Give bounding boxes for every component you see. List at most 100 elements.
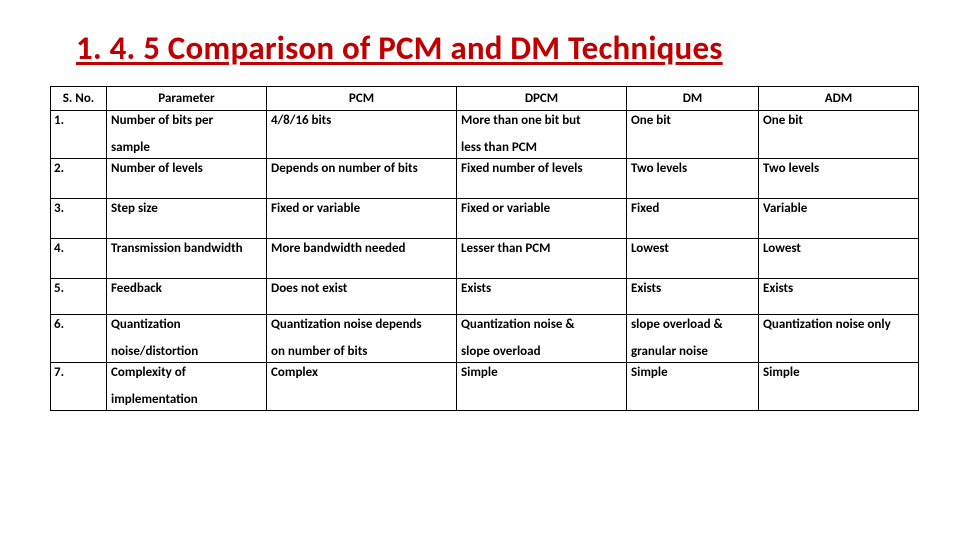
cell-parameter-text: Quantization — [111, 317, 181, 332]
cell-sno: 2. — [51, 159, 107, 199]
cell-dpcm: Simple — [457, 363, 627, 411]
cell-sno-text: 6. — [54, 317, 64, 332]
cell-dm: Exists — [627, 279, 759, 315]
cell-dm-text: Lowest — [631, 241, 669, 256]
cell-pcm: Does not exist — [267, 279, 457, 315]
cell-adm: One bit — [759, 111, 919, 159]
cell-parameter: Feedback — [107, 279, 267, 315]
cell-parameter-text: Number of levels — [111, 161, 203, 176]
cell-dpcm-text: Lesser than PCM — [461, 241, 551, 256]
cell-dm: One bit — [627, 111, 759, 159]
col-parameter: Parameter — [107, 87, 267, 111]
slide: 1. 4. 5 Comparison of PCM and DM Techniq… — [0, 0, 960, 540]
table-header-row: S. No. Parameter PCM DPCM DM ADM — [51, 87, 919, 111]
cell-dm-text: slope overload & — [631, 317, 723, 332]
cell-sno: 4. — [51, 239, 107, 279]
col-pcm: PCM — [267, 87, 457, 111]
cell-sno-text: 3. — [54, 201, 64, 216]
cell-parameter: Quantizationnoise/distortion — [107, 315, 267, 363]
cell-dpcm-text: Fixed or variable — [461, 201, 550, 216]
cell-adm: Exists — [759, 279, 919, 315]
cell-dpcm: Fixed or variable — [457, 199, 627, 239]
cell-adm: Lowest — [759, 239, 919, 279]
cell-pcm-text: Depends on number of bits — [271, 161, 418, 176]
cell-dpcm-text: Exists — [461, 281, 491, 296]
table-row: 4. Transmission bandwidth More bandwidth n… — [51, 239, 919, 279]
cell-adm: Quantization noise only — [759, 315, 919, 363]
cell-pcm: 4/8/16 bits — [267, 111, 457, 159]
col-dm: DM — [627, 87, 759, 111]
cell-parameter-text: Complexity of — [111, 365, 186, 380]
col-adm: ADM — [759, 87, 919, 111]
cell-parameter: Step size — [107, 199, 267, 239]
cell-dm-text: Exists — [631, 281, 661, 296]
cell-dpcm-text: More than one bit but — [461, 113, 581, 128]
cell-adm: Variable — [759, 199, 919, 239]
cell-pcm: More bandwidth needed — [267, 239, 457, 279]
table-row: 6.Quantizationnoise/distortionQuantizati… — [51, 315, 919, 363]
cell-sno-text: 7. — [54, 365, 64, 380]
cell-dpcm-text: Quantization noise & — [461, 317, 575, 332]
cell-dm-text: Two levels — [631, 161, 687, 176]
cell-pcm: Quantization noise depends on number of b… — [267, 315, 457, 363]
cell-parameter-text: Number of bits per — [111, 113, 213, 128]
col-dpcm: DPCM — [457, 87, 627, 111]
cell-dpcm: Lesser than PCM — [457, 239, 627, 279]
table-row: 7. Complexity of implementation Complex Simp… — [51, 363, 919, 411]
cell-adm-text: Two levels — [763, 161, 819, 176]
cell-sno-text: 2. — [54, 161, 64, 176]
cell-dpcm: Quantization noise & slope overload — [457, 315, 627, 363]
cell-parameter-text: Step size — [111, 201, 158, 216]
cell-sno-text: 5. — [54, 281, 64, 296]
cell-pcm: Depends on number of bits — [267, 159, 457, 199]
table-row: 2. Number of levels Depends on number of b… — [51, 159, 919, 199]
cell-sno: 3. — [51, 199, 107, 239]
cell-adm-text: Lowest — [763, 241, 801, 256]
cell-parameter-text: Feedback — [111, 281, 162, 296]
cell-dpcm: Fixed number of levels — [457, 159, 627, 199]
cell-parameter-text-2: implementation — [111, 393, 262, 406]
cell-parameter: Complexity of implementation — [107, 363, 267, 411]
cell-dm: Simple — [627, 363, 759, 411]
cell-parameter: Transmission bandwidth — [107, 239, 267, 279]
cell-adm-text: Quantization noise only — [763, 317, 891, 332]
cell-pcm: Complex — [267, 363, 457, 411]
cell-dm: Fixed — [627, 199, 759, 239]
cell-dpcm: Exists — [457, 279, 627, 315]
cell-dm: slope overload & granular noise — [627, 315, 759, 363]
cell-dpcm-text: Simple — [461, 365, 498, 380]
cell-adm-text: One bit — [763, 113, 803, 128]
cell-dm: Lowest — [627, 239, 759, 279]
cell-pcm: Fixed or variable — [267, 199, 457, 239]
cell-dpcm: More than one bit but less than PCM — [457, 111, 627, 159]
cell-dpcm-text: Fixed number of levels — [461, 161, 583, 176]
cell-dm: Two levels — [627, 159, 759, 199]
cell-parameter: Number of levels — [107, 159, 267, 199]
cell-adm-text: Simple — [763, 365, 800, 380]
cell-dm-text: Simple — [631, 365, 668, 380]
comparison-table: S. No. Parameter PCM DPCM DM ADM 1. Numbe… — [50, 86, 919, 411]
col-sno: S. No. — [51, 87, 107, 111]
cell-pcm-text: Quantization noise depends — [271, 317, 422, 332]
cell-dm-text: One bit — [631, 113, 671, 128]
cell-pcm-text: 4/8/16 bits — [271, 113, 331, 128]
table-row: 3. Step size Fixed or variable Fixed or var… — [51, 199, 919, 239]
cell-adm-text: Variable — [763, 201, 807, 216]
cell-sno: 6. — [51, 315, 107, 363]
cell-pcm-text: Does not exist — [271, 281, 347, 296]
cell-dpcm-text-2: less than PCM — [461, 141, 622, 154]
cell-parameter-text-2: sample — [111, 141, 262, 154]
cell-parameter-text: Transmission bandwidth — [111, 241, 243, 256]
cell-pcm-text: Complex — [271, 365, 318, 380]
cell-sno-text: 1. — [54, 113, 64, 128]
table-row: 1. Number of bits per sample 4/8/16 bits Mor… — [51, 111, 919, 159]
cell-adm-text: Exists — [763, 281, 793, 296]
page-title: 1. 4. 5 Comparison of PCM and DM Techniq… — [76, 28, 910, 68]
cell-sno: 1. — [51, 111, 107, 159]
cell-pcm-text: Fixed or variable — [271, 201, 360, 216]
table-row: 5. Feedback Does not exist Exists Exists Exis… — [51, 279, 919, 315]
cell-adm: Two levels — [759, 159, 919, 199]
cell-pcm-text-2: on number of bits — [271, 345, 452, 358]
cell-dm-text-2: granular noise — [631, 345, 754, 358]
cell-dpcm-text-2: slope overload — [461, 345, 622, 358]
